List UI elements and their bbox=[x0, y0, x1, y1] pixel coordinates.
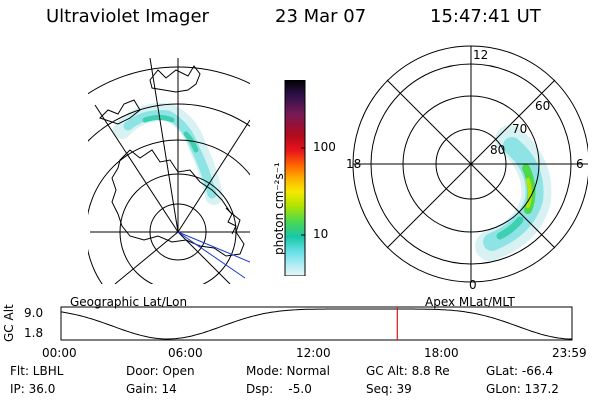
glat-info: GLat: -66.4 bbox=[486, 364, 553, 378]
mode-info: Mode: Normal bbox=[246, 364, 330, 378]
glon-info: GLon: 137.2 bbox=[486, 382, 559, 396]
aurora-emission-right bbox=[475, 125, 552, 261]
time-label: 15:47:41 UT bbox=[430, 6, 541, 27]
mlat-label-70: 70 bbox=[512, 122, 528, 136]
mlt-label-6: 6 bbox=[576, 157, 584, 171]
ip-info: IP: 36.0 bbox=[10, 382, 56, 396]
x-tick-1200: 12:00 bbox=[296, 346, 331, 360]
colorbar-unit-label: photon cm⁻²s⁻¹ bbox=[272, 162, 286, 255]
colorbar-tick-10: 10 bbox=[313, 227, 329, 241]
x-tick-2359: 23:59 bbox=[552, 346, 587, 360]
mlt-label-0: 0 bbox=[469, 278, 477, 292]
seq-info: Seq: 39 bbox=[366, 382, 412, 396]
app-title: Ultraviolet Imager bbox=[46, 6, 209, 27]
colorbar-tick-100: 100 bbox=[313, 140, 336, 154]
aurora-emission-left bbox=[113, 102, 223, 205]
date-label: 23 Mar 07 bbox=[275, 6, 367, 27]
x-tick-0000: 00:00 bbox=[42, 346, 77, 360]
gc-alt-info: GC Alt: 8.8 Re bbox=[366, 364, 450, 378]
mlat-label-60: 60 bbox=[535, 99, 551, 113]
alt-plot-ylabel: GC Alt bbox=[2, 304, 16, 342]
alt-plot-ymin: 1.8 bbox=[24, 326, 44, 340]
magnetic-polar-plot bbox=[352, 45, 588, 283]
apex-label: Apex MLat/MLT bbox=[425, 295, 515, 309]
alt-plot-ymax: 9.0 bbox=[24, 306, 44, 320]
altitude-curve bbox=[60, 308, 572, 340]
mlat-label-80: 80 bbox=[490, 143, 506, 157]
geographic-map bbox=[88, 58, 250, 284]
altitude-plot bbox=[60, 306, 573, 341]
mlt-label-18: 18 bbox=[346, 157, 362, 171]
mlt-label-12: 12 bbox=[473, 48, 489, 62]
dsp-info: Dsp: -5.0 bbox=[246, 382, 312, 396]
x-tick-0600: 06:00 bbox=[168, 346, 203, 360]
filter-info: Flt: LBHL bbox=[10, 364, 64, 378]
geographic-label: Geographic Lat/Lon bbox=[70, 295, 188, 309]
x-tick-1800: 18:00 bbox=[424, 346, 459, 360]
gain-info: Gain: 14 bbox=[126, 382, 177, 396]
door-info: Door: Open bbox=[126, 364, 195, 378]
colorbar bbox=[284, 80, 306, 276]
